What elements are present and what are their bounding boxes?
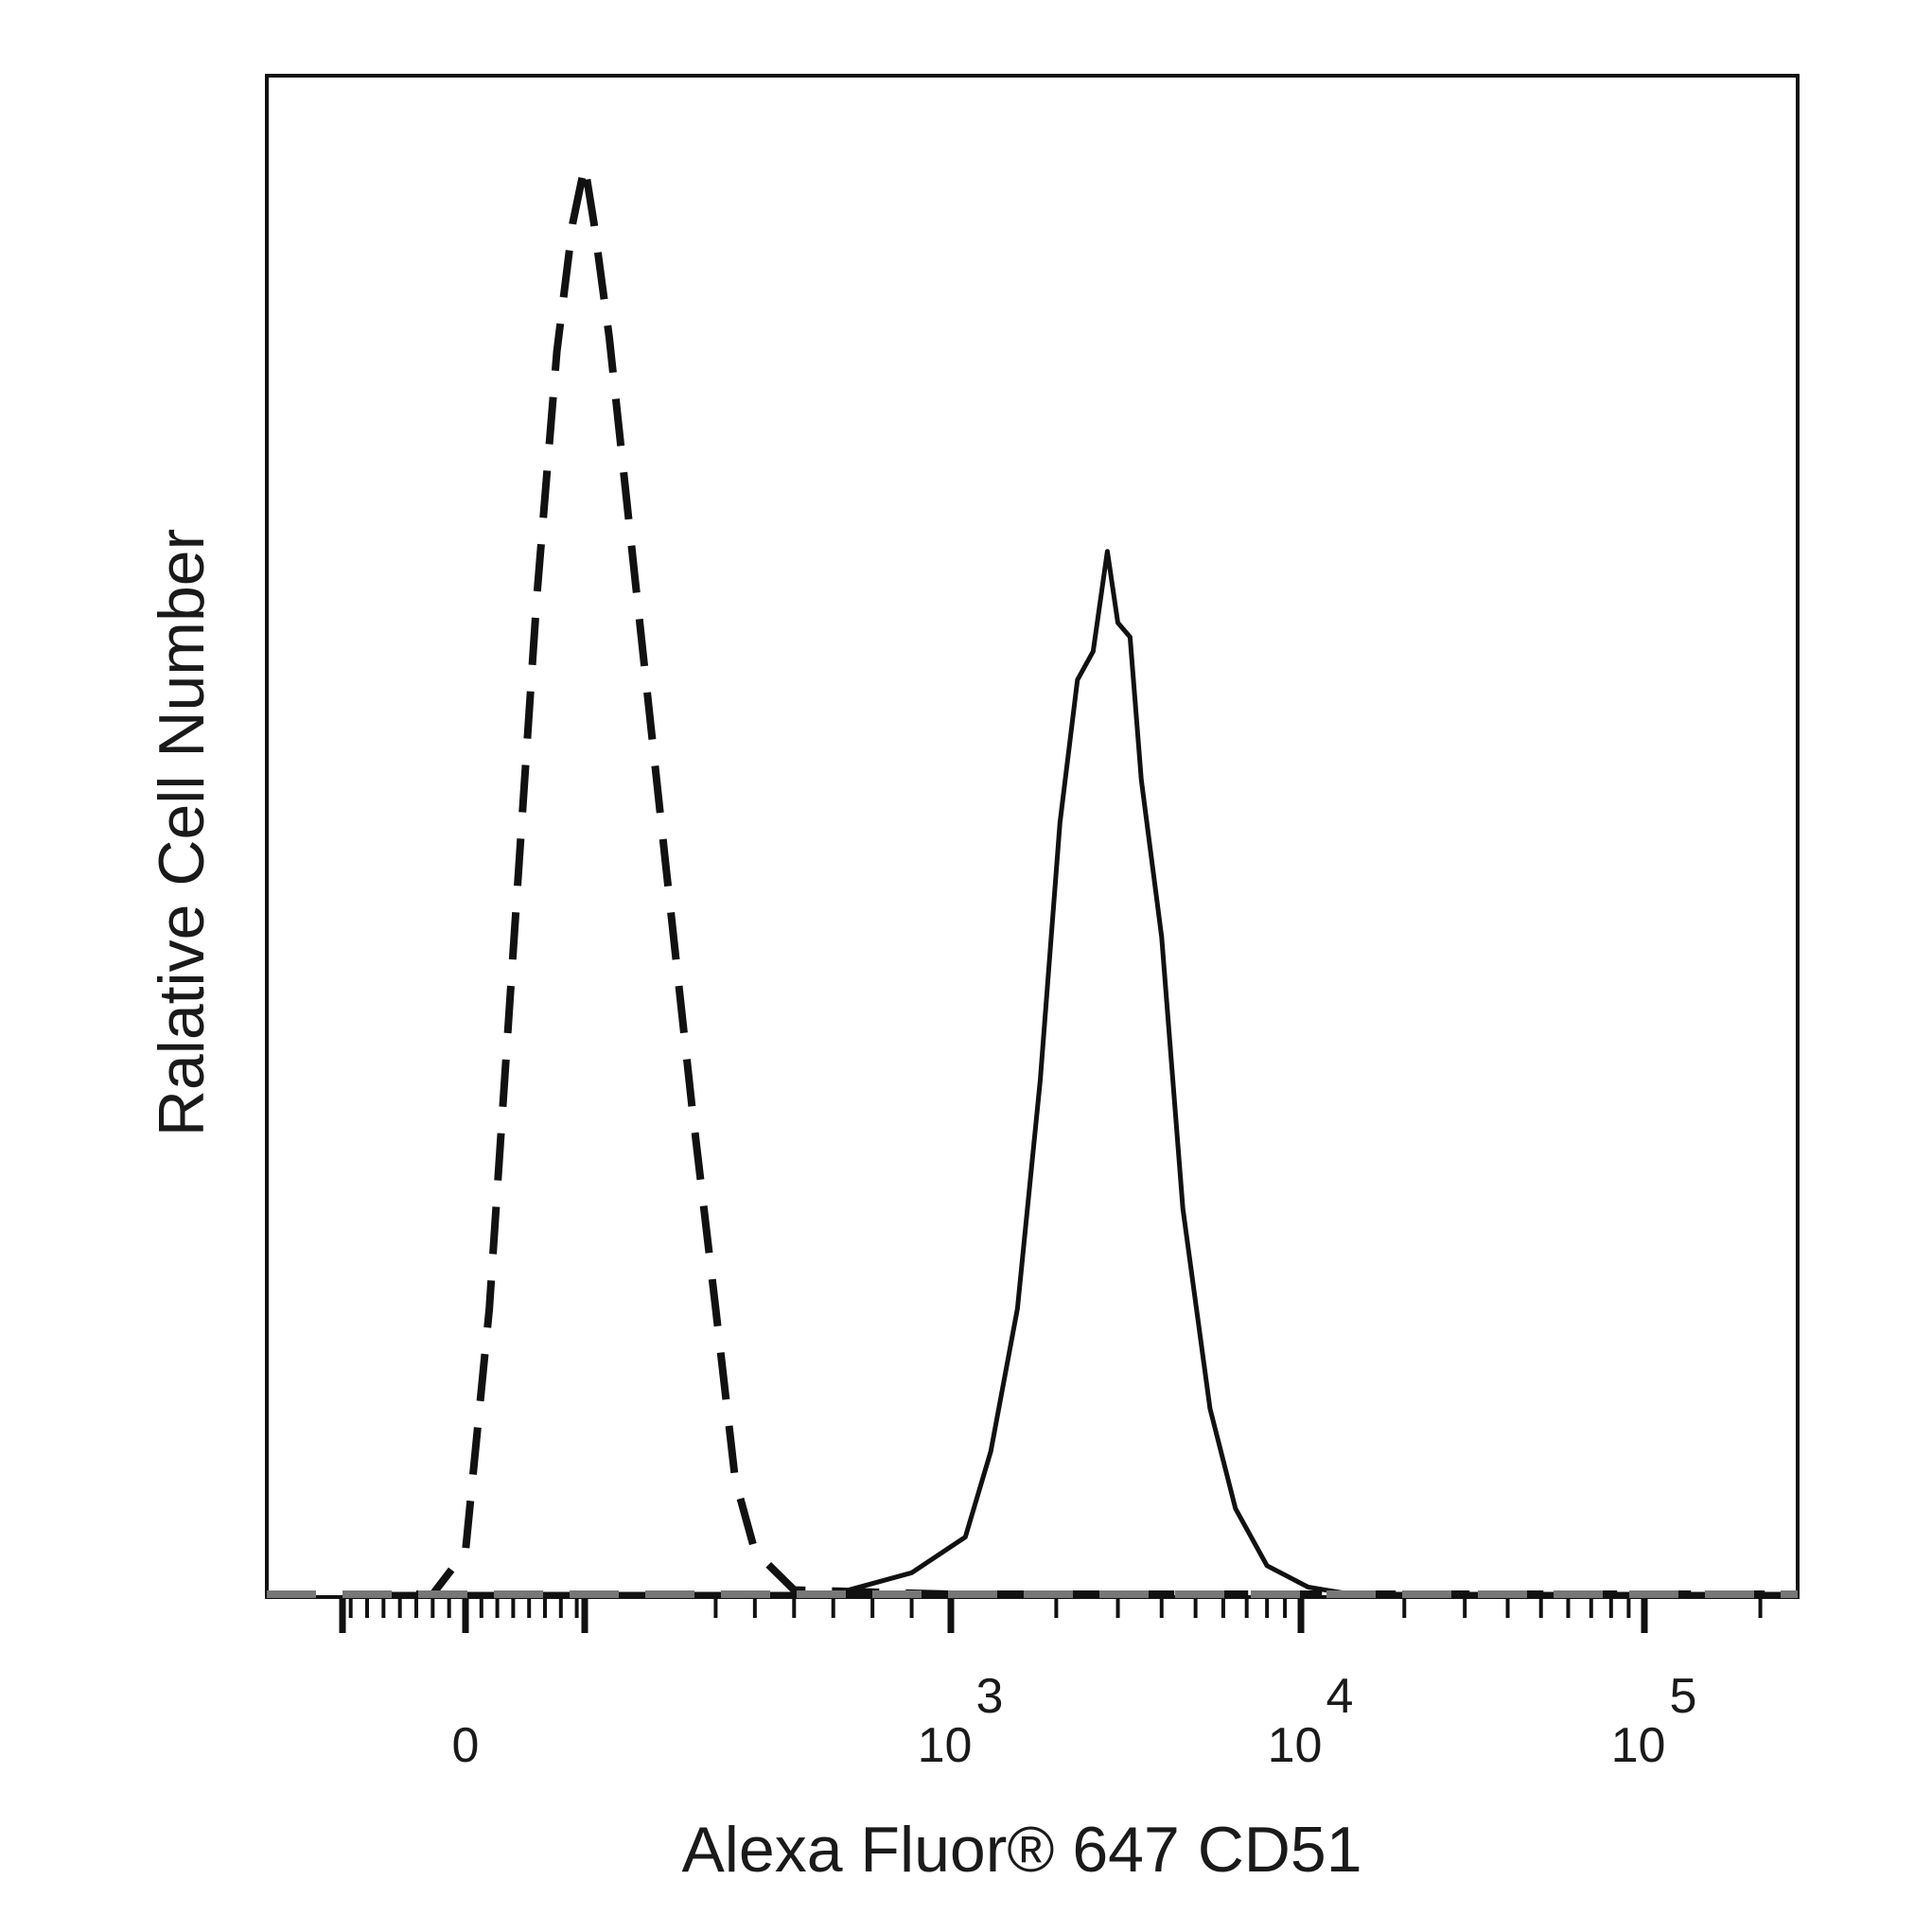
x-tick-label-exponent: 5	[1669, 1669, 1696, 1724]
x-tick-label-exponent: 4	[1326, 1669, 1353, 1724]
x-tick-label-exponent: 3	[975, 1669, 1003, 1724]
series-line-solid	[342, 549, 1798, 1597]
x-tick-label: 0	[452, 1718, 480, 1773]
x-minor-ticks	[348, 1597, 1763, 1618]
x-tick-label-base: 10	[1268, 1718, 1323, 1773]
series-layer	[267, 162, 1798, 1598]
series-line-dashed	[342, 162, 1798, 1598]
x-tick-label-base: 10	[918, 1718, 973, 1773]
x-tick-label: 105	[1611, 1669, 1697, 1773]
x-tick-label-base: 10	[1611, 1718, 1666, 1773]
plot-frame	[265, 74, 1800, 1599]
x-tick-label: 104	[1268, 1669, 1354, 1773]
x-axis-title: Alexa Fluor® 647 CD51	[681, 1814, 1361, 1886]
x-tick-label-base: 0	[452, 1718, 480, 1773]
x-major-ticks	[339, 1597, 1648, 1633]
x-tick-label: 103	[918, 1669, 1004, 1773]
y-axis-title: Ralative Cell Number	[146, 529, 218, 1136]
